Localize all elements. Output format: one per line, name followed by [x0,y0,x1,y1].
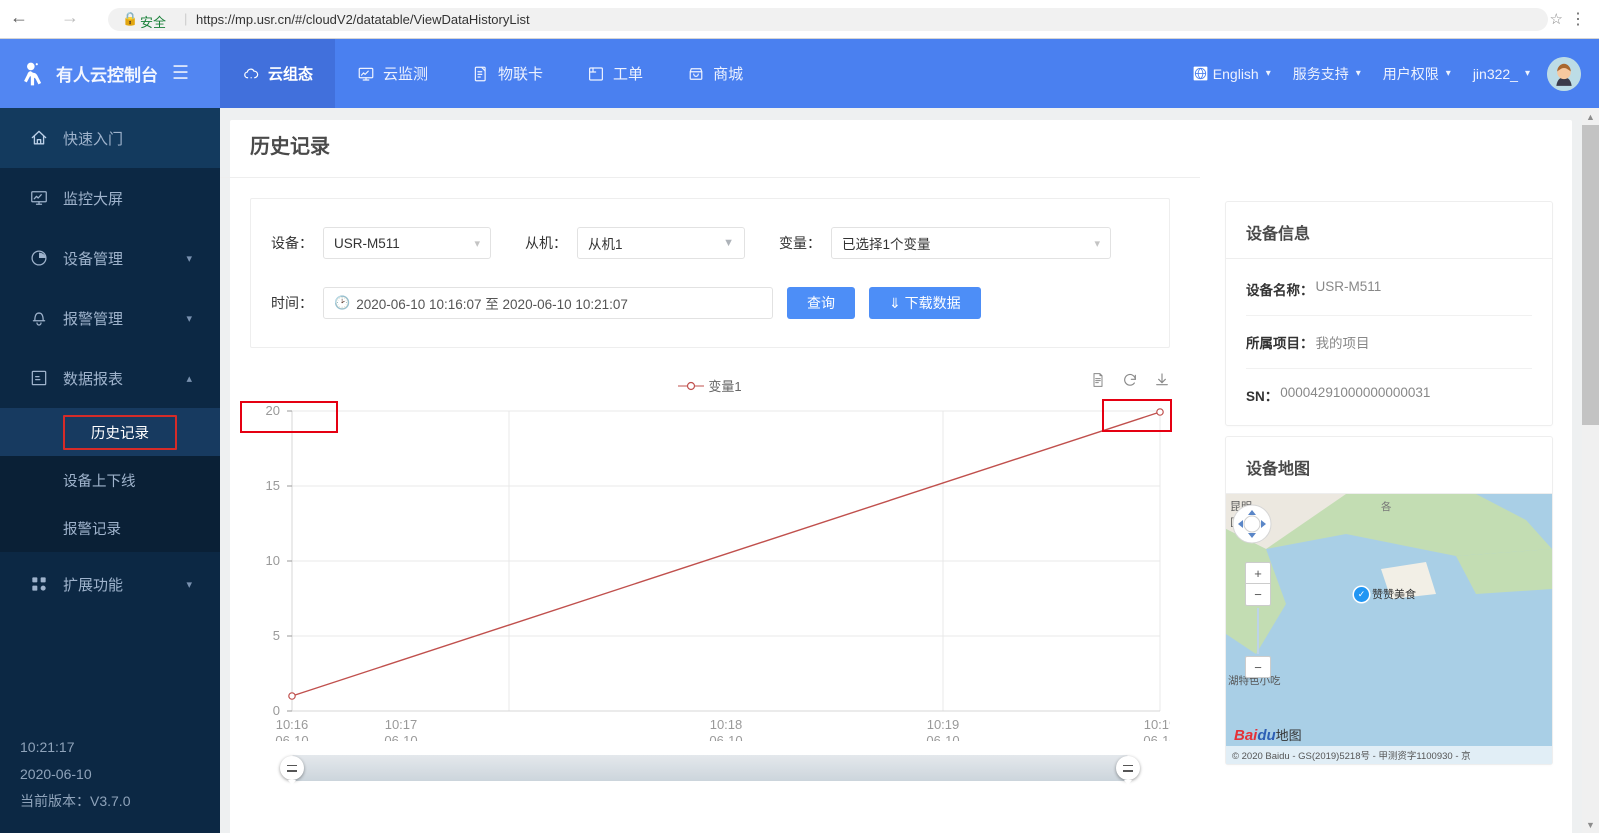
svg-text:5: 5 [273,628,280,643]
svg-text:10: 10 [266,553,280,568]
svg-text:06-10: 06-10 [384,733,417,741]
svg-text:20: 20 [266,403,280,418]
svg-text:10:16: 10:16 [276,717,309,732]
svg-text:15: 15 [266,478,280,493]
svg-text:10:17: 10:17 [385,717,418,732]
svg-text:06-10: 06-10 [926,733,959,741]
svg-text:06-10: 06-10 [709,733,742,741]
svg-text:0: 0 [273,703,280,718]
svg-text:10:19: 10:19 [927,717,960,732]
svg-text:06-10: 06-10 [1143,733,1170,741]
svg-text:10:18: 10:18 [710,717,743,732]
svg-text:06-10: 06-10 [275,733,308,741]
svg-text:各: 各 [1381,500,1392,513]
svg-text:10:19: 10:19 [1144,717,1170,732]
